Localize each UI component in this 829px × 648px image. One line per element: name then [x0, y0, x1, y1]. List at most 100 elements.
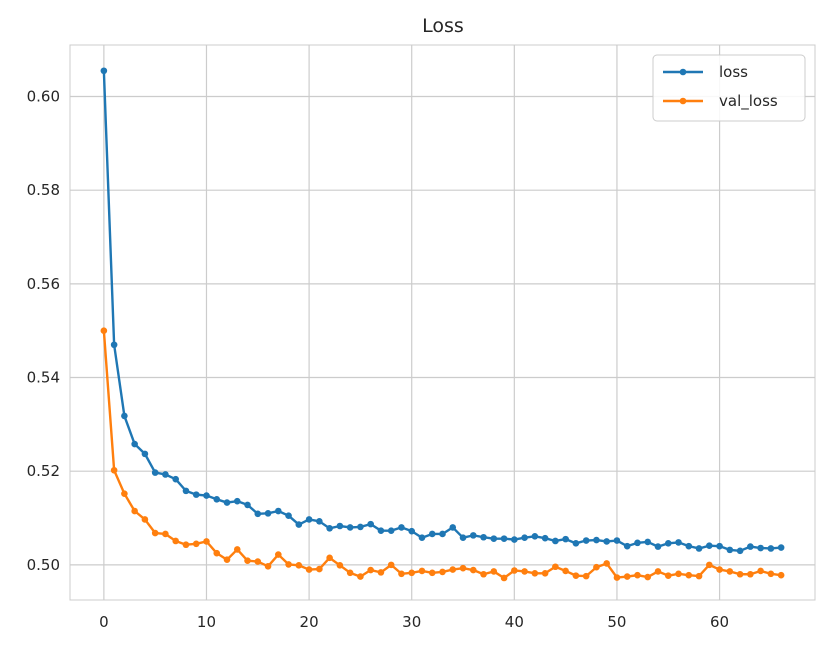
- loss-legend-label: loss: [719, 63, 748, 81]
- val_loss-point: [726, 568, 734, 575]
- loss-point: [706, 542, 713, 549]
- loss-point: [603, 538, 610, 545]
- loss-point: [644, 538, 652, 546]
- loss-point: [439, 530, 446, 538]
- val_loss-point: [418, 567, 426, 575]
- val_loss-point: [552, 563, 559, 571]
- loss-point: [305, 516, 313, 523]
- val_loss-point: [449, 566, 457, 573]
- val_loss-point: [675, 570, 682, 578]
- loss-point: [316, 518, 323, 525]
- loss-point: [675, 539, 682, 546]
- y-tick-label: 0.56: [27, 275, 60, 293]
- loss-legend-marker: [679, 68, 687, 76]
- loss-point: [387, 527, 395, 534]
- loss-point: [182, 487, 190, 495]
- x-tick-label: 10: [197, 613, 216, 631]
- loss-point: [244, 501, 251, 509]
- loss-point: [490, 535, 498, 542]
- x-tick-label: 0: [99, 613, 109, 631]
- legend: loss val_loss: [652, 54, 806, 122]
- loss-point: [531, 533, 539, 540]
- loss-point: [346, 524, 354, 531]
- loss-point: [418, 534, 426, 542]
- loss-point: [254, 510, 262, 518]
- val_loss-point: [233, 546, 241, 553]
- loss-point: [582, 537, 590, 544]
- val_loss-point: [747, 570, 754, 578]
- loss-point: [562, 535, 569, 543]
- loss-point: [121, 412, 128, 420]
- loss-point: [685, 542, 693, 550]
- val_loss-point: [593, 563, 600, 571]
- val_loss-legend-marker: [679, 97, 687, 105]
- val_loss-point: [777, 571, 785, 579]
- loss-point: [100, 67, 108, 75]
- val_loss-point: [223, 556, 231, 564]
- val_loss-point: [213, 549, 221, 557]
- plot-area: [69, 44, 816, 601]
- val_loss-point: [541, 570, 549, 577]
- loss-point: [726, 546, 734, 554]
- val_loss-point: [623, 573, 631, 580]
- loss-point: [634, 539, 641, 547]
- val_loss-point: [357, 573, 364, 580]
- y-tick-label: 0.58: [27, 181, 60, 199]
- x-tick-label: 30: [402, 613, 421, 631]
- val_loss-point: [336, 562, 344, 569]
- loss-point: [459, 534, 467, 542]
- val_loss-point: [428, 569, 436, 577]
- loss-point: [572, 540, 580, 547]
- loss-point: [716, 542, 723, 550]
- y-tick-label: 0.60: [27, 88, 60, 106]
- loss-point: [141, 450, 149, 458]
- loss-point: [757, 544, 764, 552]
- loss-point: [172, 475, 179, 483]
- val_loss-legend-label: val_loss: [719, 92, 778, 111]
- loss-point: [408, 527, 416, 535]
- val_loss-point: [275, 551, 282, 558]
- val_loss-point: [562, 567, 569, 575]
- loss-point: [469, 532, 477, 539]
- loss-point: [623, 542, 631, 550]
- loss-point: [151, 469, 159, 476]
- val_loss-point: [613, 574, 621, 581]
- loss-point: [767, 545, 775, 552]
- val_loss-point: [490, 568, 498, 575]
- loss-point: [213, 496, 221, 503]
- val_loss-point: [582, 572, 590, 580]
- loss-point: [192, 491, 200, 498]
- val_loss-point: [141, 516, 149, 523]
- x-axis-ticks: 0 10 20 30 40 50 60: [99, 613, 729, 631]
- val_loss-point: [459, 564, 467, 572]
- val_loss-point: [706, 561, 713, 569]
- val_loss-point: [644, 573, 652, 581]
- loss-point: [398, 524, 405, 531]
- val_loss-point: [603, 560, 610, 567]
- val_loss-point: [716, 566, 723, 573]
- loss-point: [552, 537, 559, 545]
- loss-point: [747, 543, 754, 550]
- loss-point: [736, 547, 744, 555]
- val_loss-point: [664, 572, 672, 579]
- val_loss-point: [408, 569, 416, 577]
- loss-point: [326, 525, 333, 532]
- x-tick-label: 20: [300, 613, 319, 631]
- loss-point: [203, 492, 210, 499]
- val_loss-point: [285, 561, 292, 568]
- val_loss-point: [695, 572, 703, 580]
- val_loss-point: [264, 562, 272, 570]
- val_loss-point: [346, 569, 354, 577]
- val_loss-point: [367, 566, 374, 574]
- val_loss-point: [151, 529, 159, 537]
- val_loss-point: [500, 574, 508, 582]
- val_loss-point: [572, 572, 580, 579]
- loss-point: [593, 536, 600, 544]
- val_loss-point: [531, 570, 539, 577]
- loss-point: [110, 341, 118, 349]
- loss-point: [777, 544, 785, 551]
- x-tick-label: 60: [710, 613, 729, 631]
- val_loss-point: [162, 530, 169, 538]
- x-tick-label: 50: [607, 613, 626, 631]
